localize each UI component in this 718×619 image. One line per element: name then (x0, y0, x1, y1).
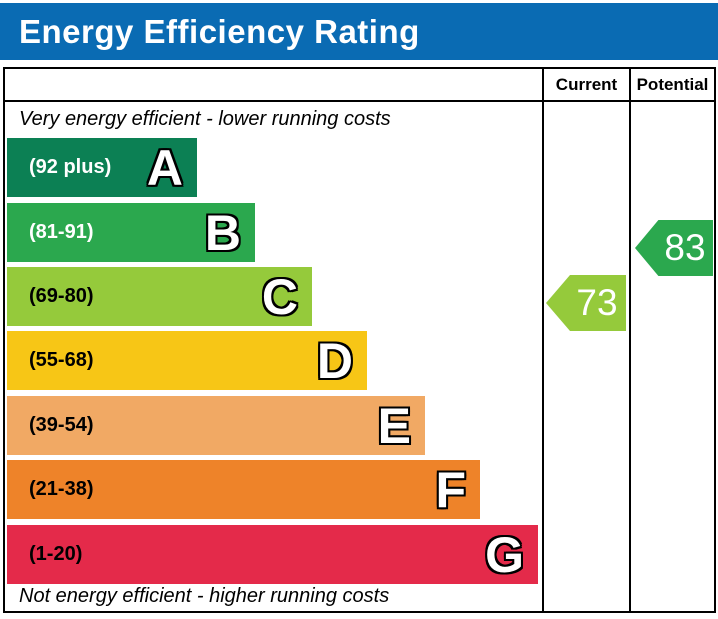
current-column-header: Current (555, 75, 618, 94)
band-f-range: (21-38) (29, 478, 94, 500)
band-d-letter: D (316, 332, 353, 389)
band-a: (92 plus) A (7, 138, 197, 197)
potential-column-divider (629, 69, 631, 611)
header-divider-line (5, 100, 714, 102)
current-rating-arrow: 73 (546, 275, 626, 331)
page-title: Energy Efficiency Rating (19, 12, 420, 50)
band-d: (55-68) D (7, 331, 367, 390)
top-note: Very energy efficient - lower running co… (19, 108, 391, 130)
current-rating-value: 73 (576, 282, 618, 323)
band-a-range: (92 plus) (29, 156, 112, 178)
band-f-letter: F (435, 461, 466, 518)
potential-rating-arrow: 83 (635, 220, 713, 276)
band-e-range: (39-54) (29, 414, 94, 436)
band-d-range: (55-68) (29, 349, 94, 371)
title-bar: Energy Efficiency Rating (0, 3, 718, 60)
potential-rating-value: 83 (664, 227, 706, 268)
band-e: (39-54) E (7, 396, 425, 455)
band-b: (81-91) B (7, 203, 255, 262)
band-a-letter: A (146, 139, 183, 196)
bottom-note: Not energy efficient - higher running co… (19, 585, 390, 607)
band-c: (69-80) C (7, 267, 312, 326)
epc-rating-table: Current Potential Very energy efficient … (3, 67, 716, 613)
band-b-letter: B (204, 204, 241, 261)
band-g-range: (1-20) (29, 543, 83, 565)
band-c-range: (69-80) (29, 285, 94, 307)
potential-column-header: Potential (636, 75, 709, 94)
band-e-letter: E (377, 397, 411, 454)
band-f: (21-38) F (7, 460, 480, 519)
band-g: (1-20) G (7, 525, 538, 584)
band-g-letter: G (485, 526, 524, 583)
band-b-range: (81-91) (29, 221, 94, 243)
current-column-divider (542, 69, 544, 611)
band-c-letter: C (261, 268, 298, 325)
